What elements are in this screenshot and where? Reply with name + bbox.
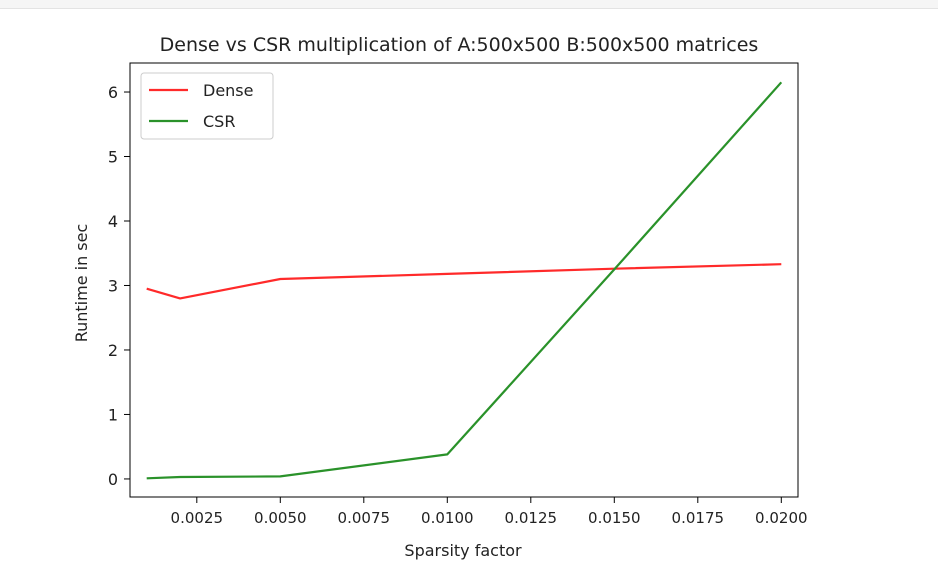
legend-label-csr: CSR <box>203 112 235 131</box>
x-tick-label: 0.0075 <box>338 509 391 527</box>
x-axis-label: Sparsity factor <box>404 541 522 560</box>
y-tick-label: 6 <box>108 83 118 102</box>
chart-title: Dense vs CSR multiplication of A:500x500… <box>160 34 759 56</box>
y-axis-label: Runtime in sec <box>72 224 91 343</box>
y-tick-label: 3 <box>108 276 118 295</box>
plot-area-frame <box>129 62 799 498</box>
x-tick-label: 0.0025 <box>171 509 224 527</box>
x-axis: 0.0025 0.0050 0.0075 0.0100 0.0125 0.0150 0.01… <box>171 497 808 527</box>
series-line-dense <box>146 263 782 300</box>
x-tick-label: 0.0125 <box>505 509 558 527</box>
window-top-strip <box>0 0 938 9</box>
y-tick-label: 2 <box>108 341 118 360</box>
y-tick-label: 1 <box>108 405 118 424</box>
legend: Dense CSR <box>140 72 274 140</box>
x-tick-label: 0.0175 <box>672 509 725 527</box>
x-tick-label: 0.0150 <box>588 509 641 527</box>
x-tick-label: 0.0200 <box>755 509 808 527</box>
x-tick-label: 0.0050 <box>254 509 307 527</box>
x-tick-label: 0.0100 <box>421 509 474 527</box>
y-tick-label: 0 <box>108 470 118 489</box>
y-tick-label: 4 <box>108 212 118 231</box>
series-line-csr <box>146 81 783 480</box>
y-axis: 0 1 2 3 4 5 6 <box>108 83 130 489</box>
legend-label-dense: Dense <box>203 81 253 100</box>
y-tick-label: 5 <box>108 148 118 167</box>
series-lines <box>146 81 783 480</box>
